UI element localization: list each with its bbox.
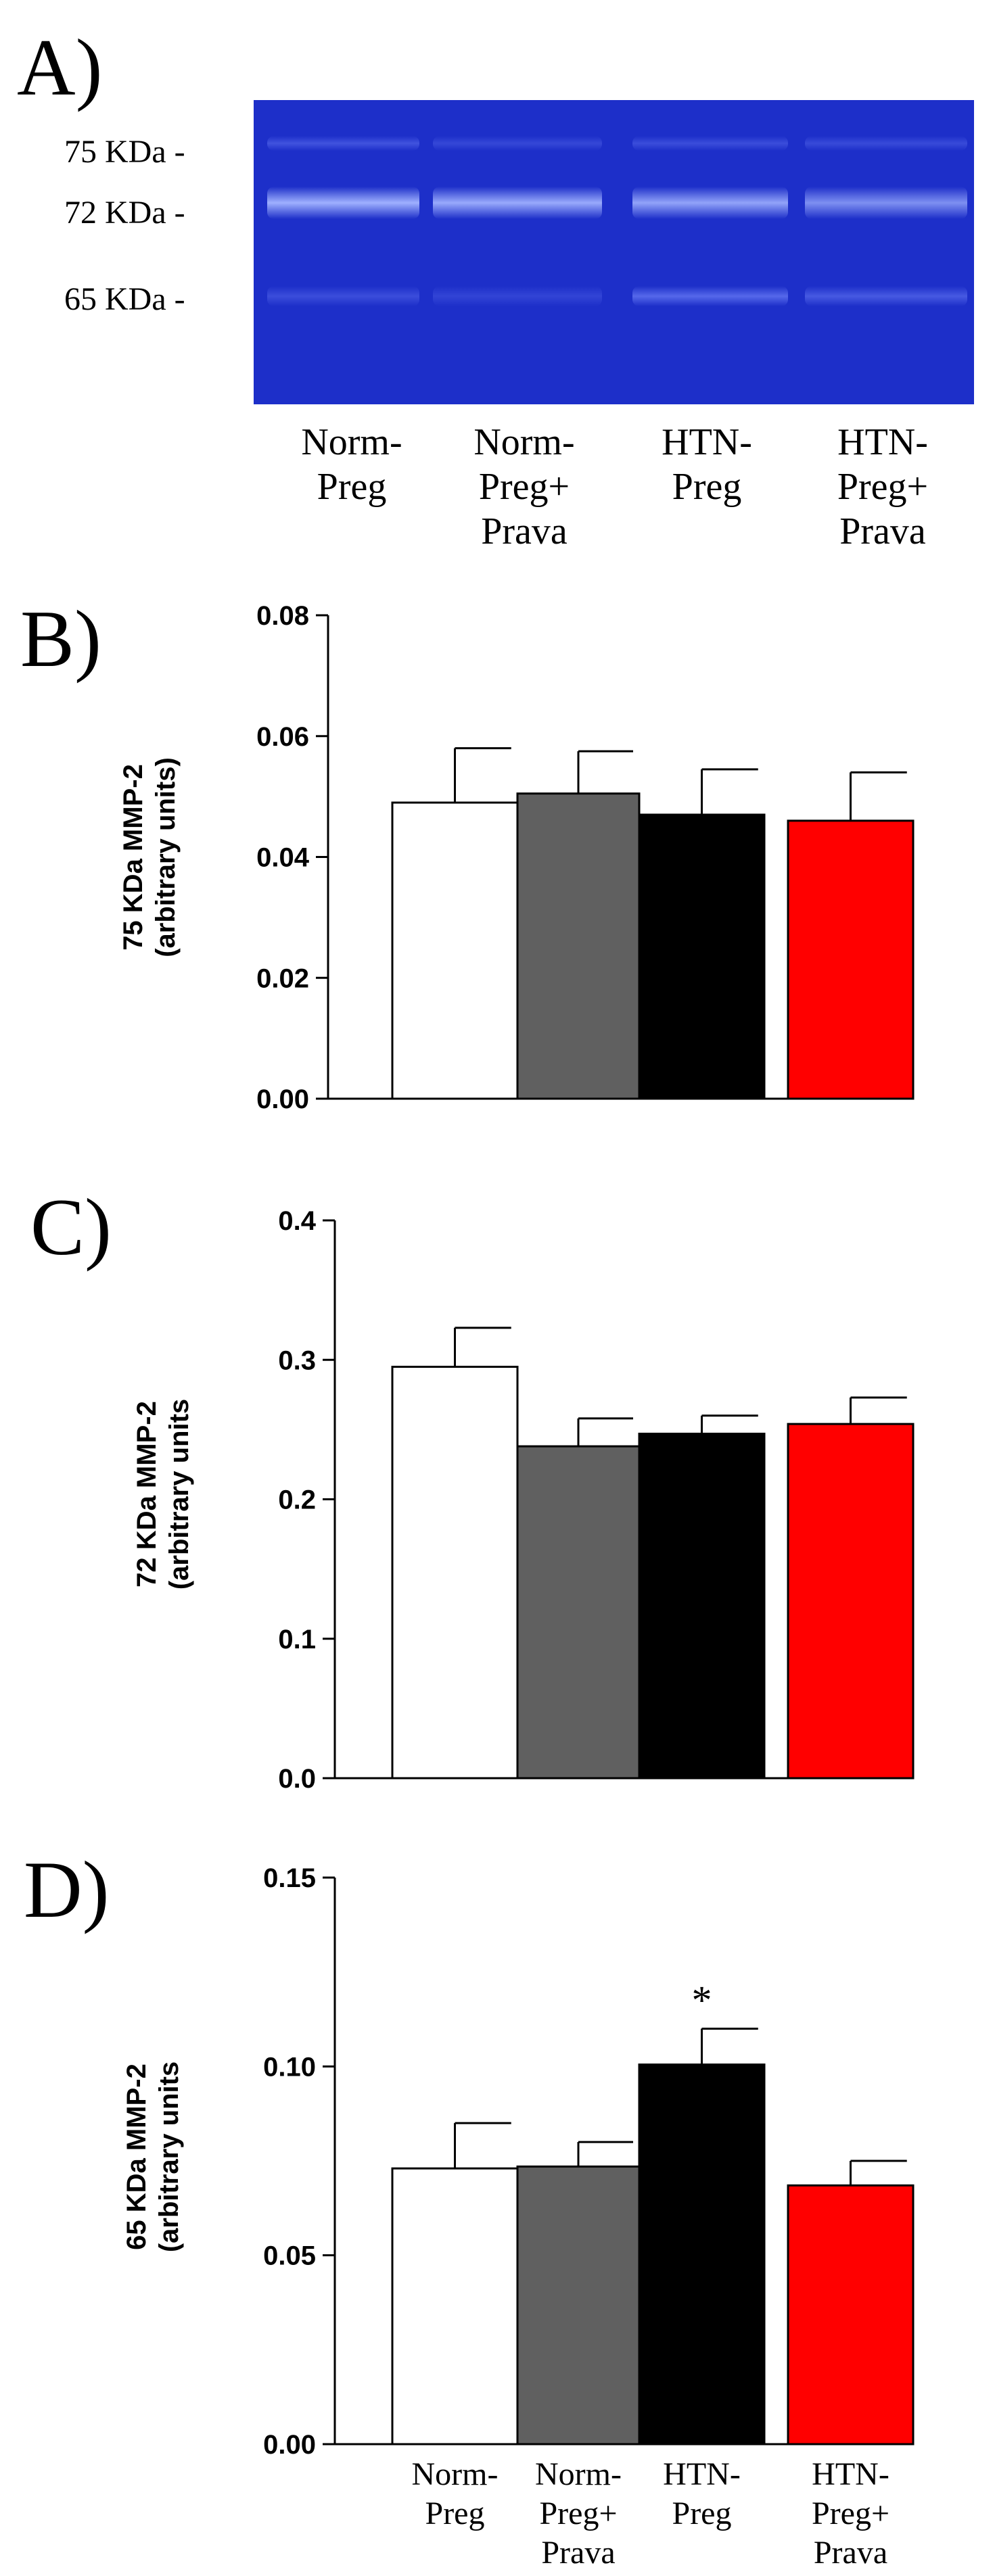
chart-panel-b: B) 0.00 0.02 0.04 0.06 0.08 75 KDa MMP-2 (arbit… (20, 594, 915, 1114)
gel-band-72-lane-2 (433, 187, 602, 219)
chart-d-bar-norm-preg-prava (516, 2165, 641, 2446)
gel-panel: A) 75 KDa - 72 KDa - 65 KDa - Norm-PregN… (17, 22, 974, 552)
lane-labels: Norm-PregNorm-Preg+PravaHTN-PregHTN-Preg… (301, 421, 928, 552)
chart-c-bar-htn-preg (638, 1433, 766, 1780)
gel-band-65-lane-1 (267, 286, 419, 306)
lane-2-label-line-3: Prava (481, 510, 568, 552)
chart-c-panel-label: C) (30, 1182, 112, 1272)
gel-band-75-lane-1 (267, 136, 419, 151)
chart-b-ytick-label-3: 0.06 (256, 722, 309, 752)
chart-c-ylabel-line-2: (arbitrary units (164, 1399, 194, 1590)
chart-c-ytick-label-0: 0.0 (278, 1764, 316, 1794)
lane-4-label-line-1: HTN- (837, 421, 928, 463)
chart-d-category-2-line-3: Prava (541, 2535, 615, 2571)
gel-band-65-lane-3 (632, 286, 788, 306)
chart-b-bar-htn-preg-prava (787, 819, 915, 1100)
gel-band-72-lane-3 (632, 187, 788, 219)
lane-1-label-line-2: Preg (317, 466, 387, 508)
chart-c-bar-norm-preg (391, 1366, 519, 1780)
marker-75-label: 75 KDa - (64, 134, 185, 170)
chart-d-annotation-htn-preg: * (692, 1978, 712, 2022)
chart-d-category-1-line-1: Norm- (412, 2456, 499, 2492)
chart-d-ylabel-line-2: (arbitrary units (154, 2061, 184, 2252)
marker-72-label: 72 KDa - (64, 195, 185, 231)
chart-c-ytick-label-1: 0.1 (278, 1625, 316, 1654)
chart-b-ytick-label-0: 0.00 (256, 1084, 309, 1114)
gel-band-75-lane-2 (433, 136, 602, 151)
gel-band-72-lane-1 (267, 187, 419, 219)
gel-band-65-lane-4 (805, 286, 967, 306)
chart-b-bar-norm-preg-prava (516, 792, 641, 1100)
chart-d-category-1-line-2: Preg (425, 2496, 485, 2531)
chart-d-ylabel-line-1: 65 KDa MMP-2 (122, 2064, 152, 2250)
gel-band-75-lane-3 (632, 136, 788, 151)
chart-d-panel-label: D) (24, 1844, 110, 1934)
gel-bands (267, 136, 967, 306)
lane-4-label-line-2: Preg+ (837, 466, 928, 508)
lane-4-label-line-3: Prava (839, 510, 926, 552)
chart-b-panel-label: B) (20, 594, 101, 684)
chart-d-category-4-line-1: HTN- (812, 2456, 889, 2492)
gel-panel-label: A) (17, 22, 103, 112)
chart-d-category-2-line-2: Preg+ (539, 2496, 617, 2531)
gel-band-72-lane-4 (805, 187, 967, 219)
chart-panel-c: C) 0.0 0.1 0.2 0.3 0.4 72 KDa MMP-2 (arbitrary … (30, 1182, 915, 1794)
chart-c-bar-htn-preg-prava (787, 1423, 915, 1780)
chart-c-ytick-label-4: 0.4 (278, 1206, 316, 1236)
chart-d-category-3-line-1: HTN- (663, 2456, 741, 2492)
chart-b-ytick-label-2: 0.04 (256, 843, 310, 873)
lane-1-label-line-1: Norm- (301, 421, 402, 463)
chart-b-ytick-label-4: 0.08 (256, 601, 309, 631)
chart-d-category-4-line-3: Prava (814, 2535, 887, 2571)
chart-d-bar-htn-preg (638, 2064, 766, 2446)
chart-d-ytick-label-3: 0.15 (263, 1863, 316, 1893)
lane-2-label-line-2: Preg+ (479, 466, 570, 508)
chart-d-bar-norm-preg (391, 2167, 519, 2446)
chart-d-ytick-label-1: 0.05 (263, 2241, 316, 2271)
chart-c-ytick-label-2: 0.2 (278, 1485, 316, 1515)
gel-band-65-lane-2 (433, 286, 602, 306)
chart-c-bar-norm-preg-prava (516, 1445, 641, 1780)
lane-3-label-line-2: Preg (672, 466, 742, 508)
chart-b-ylabel-line-2: (arbitrary units) (151, 757, 181, 957)
gel-band-75-lane-4 (805, 136, 967, 151)
chart-panel-d: D) 0.00 0.05 0.10 0.15 65 KDa MMP-2 (arbitrary… (24, 1844, 915, 2571)
lane-3-label-line-1: HTN- (662, 421, 752, 463)
chart-c-ylabel-line-1: 72 KDa MMP-2 (132, 1401, 162, 1588)
chart-d-ytick-label-2: 0.10 (263, 2052, 316, 2082)
chart-d-category-4-line-2: Preg+ (812, 2496, 889, 2531)
lane-2-label-line-1: Norm- (473, 421, 574, 463)
chart-d-ytick-label-0: 0.00 (263, 2430, 316, 2460)
chart-d-category-2-line-1: Norm- (535, 2456, 622, 2492)
chart-b-ytick-label-1: 0.02 (256, 963, 309, 993)
chart-b-bar-htn-preg (638, 813, 766, 1100)
chart-b-ylabel-line-1: 75 KDa MMP-2 (118, 764, 148, 951)
chart-c-ytick-label-3: 0.3 (278, 1345, 316, 1375)
chart-d-category-3-line-2: Preg (672, 2496, 732, 2531)
marker-65-label: 65 KDa - (64, 281, 185, 317)
chart-b-bar-norm-preg (391, 801, 519, 1100)
chart-d-bar-htn-preg-prava (787, 2184, 915, 2446)
